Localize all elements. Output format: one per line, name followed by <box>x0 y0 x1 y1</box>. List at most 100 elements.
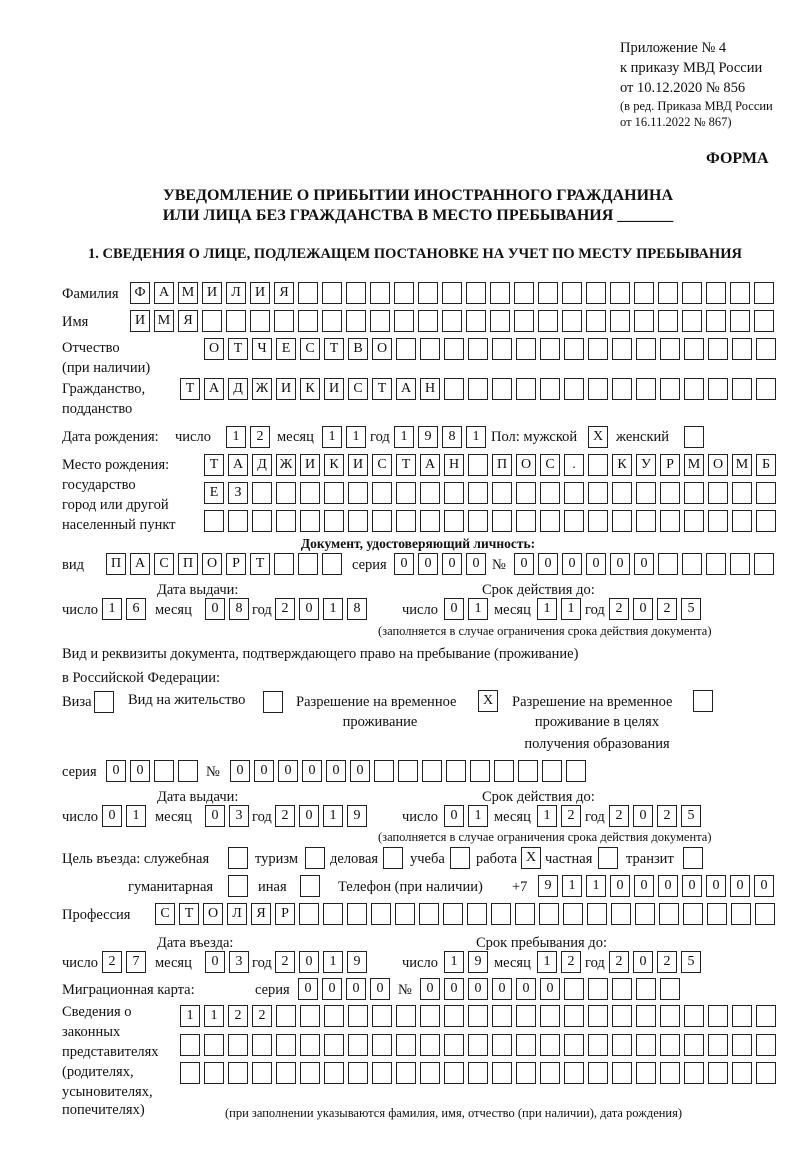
char-box[interactable] <box>516 378 536 400</box>
char-box[interactable] <box>658 553 678 575</box>
char-box[interactable]: Д <box>228 378 248 400</box>
char-box[interactable] <box>588 482 608 504</box>
char-box[interactable] <box>660 1034 680 1056</box>
char-box[interactable]: 0 <box>562 553 582 575</box>
char-box[interactable] <box>444 1034 464 1056</box>
char-box[interactable] <box>468 338 488 360</box>
char-box[interactable] <box>374 760 394 782</box>
char-box[interactable] <box>542 760 562 782</box>
char-box[interactable] <box>708 510 728 532</box>
char-box[interactable] <box>756 1005 776 1027</box>
char-box[interactable]: 0 <box>299 805 319 827</box>
char-box[interactable] <box>732 1034 752 1056</box>
char-box[interactable]: О <box>203 903 223 925</box>
char-box[interactable] <box>540 510 560 532</box>
char-box[interactable]: 3 <box>229 951 249 973</box>
char-box[interactable] <box>564 1062 584 1084</box>
char-box[interactable] <box>658 310 678 332</box>
char-box[interactable] <box>372 482 392 504</box>
char-box[interactable]: А <box>396 378 416 400</box>
char-box[interactable]: 1 <box>204 1005 224 1027</box>
char-box[interactable] <box>732 338 752 360</box>
char-box[interactable] <box>684 378 704 400</box>
char-box[interactable] <box>324 1005 344 1027</box>
char-box[interactable] <box>564 1005 584 1027</box>
char-box[interactable] <box>420 338 440 360</box>
char-box[interactable] <box>660 378 680 400</box>
char-box[interactable]: И <box>130 310 150 332</box>
char-box[interactable] <box>612 510 632 532</box>
char-box[interactable] <box>514 282 534 304</box>
char-box[interactable] <box>228 847 248 869</box>
char-box[interactable] <box>516 338 536 360</box>
char-box[interactable] <box>324 1034 344 1056</box>
char-box[interactable] <box>468 1062 488 1084</box>
char-box[interactable]: Я <box>251 903 271 925</box>
char-box[interactable] <box>610 310 630 332</box>
char-box[interactable] <box>707 903 727 925</box>
char-box[interactable]: Р <box>275 903 295 925</box>
char-box[interactable]: 1 <box>346 426 366 448</box>
char-box[interactable]: М <box>154 310 174 332</box>
char-box[interactable]: Ж <box>252 378 272 400</box>
char-box[interactable]: 0 <box>444 805 464 827</box>
char-box[interactable]: 2 <box>275 805 295 827</box>
char-box[interactable] <box>468 1005 488 1027</box>
char-box[interactable]: 0 <box>418 553 438 575</box>
char-box[interactable] <box>730 553 750 575</box>
char-box[interactable] <box>372 510 392 532</box>
char-box[interactable] <box>636 482 656 504</box>
char-box[interactable] <box>348 482 368 504</box>
char-box[interactable]: 1 <box>537 598 557 620</box>
char-box[interactable] <box>468 1034 488 1056</box>
char-box[interactable] <box>706 553 726 575</box>
char-box[interactable] <box>756 1062 776 1084</box>
char-box[interactable] <box>693 690 713 712</box>
char-box[interactable]: П <box>492 454 512 476</box>
char-box[interactable] <box>518 760 538 782</box>
char-box[interactable] <box>323 903 343 925</box>
char-box[interactable]: О <box>516 454 536 476</box>
char-box[interactable]: 2 <box>275 598 295 620</box>
char-box[interactable]: П <box>106 553 126 575</box>
char-box[interactable] <box>444 1062 464 1084</box>
char-box[interactable] <box>706 310 726 332</box>
char-box[interactable]: З <box>228 482 248 504</box>
char-box[interactable] <box>660 510 680 532</box>
char-box[interactable] <box>396 510 416 532</box>
char-box[interactable] <box>300 1034 320 1056</box>
char-box[interactable] <box>324 1062 344 1084</box>
char-box[interactable]: Т <box>324 338 344 360</box>
char-box[interactable] <box>396 1062 416 1084</box>
char-box[interactable]: 1 <box>468 598 488 620</box>
char-box[interactable] <box>466 282 486 304</box>
char-box[interactable]: У <box>636 454 656 476</box>
char-box[interactable]: А <box>130 553 150 575</box>
char-box[interactable]: 1 <box>180 1005 200 1027</box>
char-box[interactable]: 7 <box>126 951 146 973</box>
char-box[interactable] <box>588 1062 608 1084</box>
char-box[interactable]: С <box>372 454 392 476</box>
char-box[interactable]: 2 <box>609 805 629 827</box>
char-box[interactable] <box>324 510 344 532</box>
char-box[interactable]: 1 <box>562 875 582 897</box>
char-box[interactable]: 0 <box>326 760 346 782</box>
char-box[interactable]: 3 <box>229 805 249 827</box>
char-box[interactable]: А <box>204 378 224 400</box>
char-box[interactable] <box>466 310 486 332</box>
char-box[interactable] <box>324 482 344 504</box>
char-box[interactable] <box>634 310 654 332</box>
char-box[interactable]: М <box>178 282 198 304</box>
char-box[interactable]: 0 <box>394 553 414 575</box>
char-box[interactable] <box>732 510 752 532</box>
char-box[interactable] <box>730 310 750 332</box>
char-box[interactable]: 0 <box>658 875 678 897</box>
char-box[interactable]: 9 <box>347 805 367 827</box>
char-box[interactable] <box>588 510 608 532</box>
char-box[interactable] <box>274 553 294 575</box>
char-box[interactable]: 0 <box>278 760 298 782</box>
char-box[interactable]: Т <box>204 454 224 476</box>
char-box[interactable]: 0 <box>730 875 750 897</box>
char-box[interactable]: X <box>478 690 498 712</box>
char-box[interactable] <box>636 1034 656 1056</box>
